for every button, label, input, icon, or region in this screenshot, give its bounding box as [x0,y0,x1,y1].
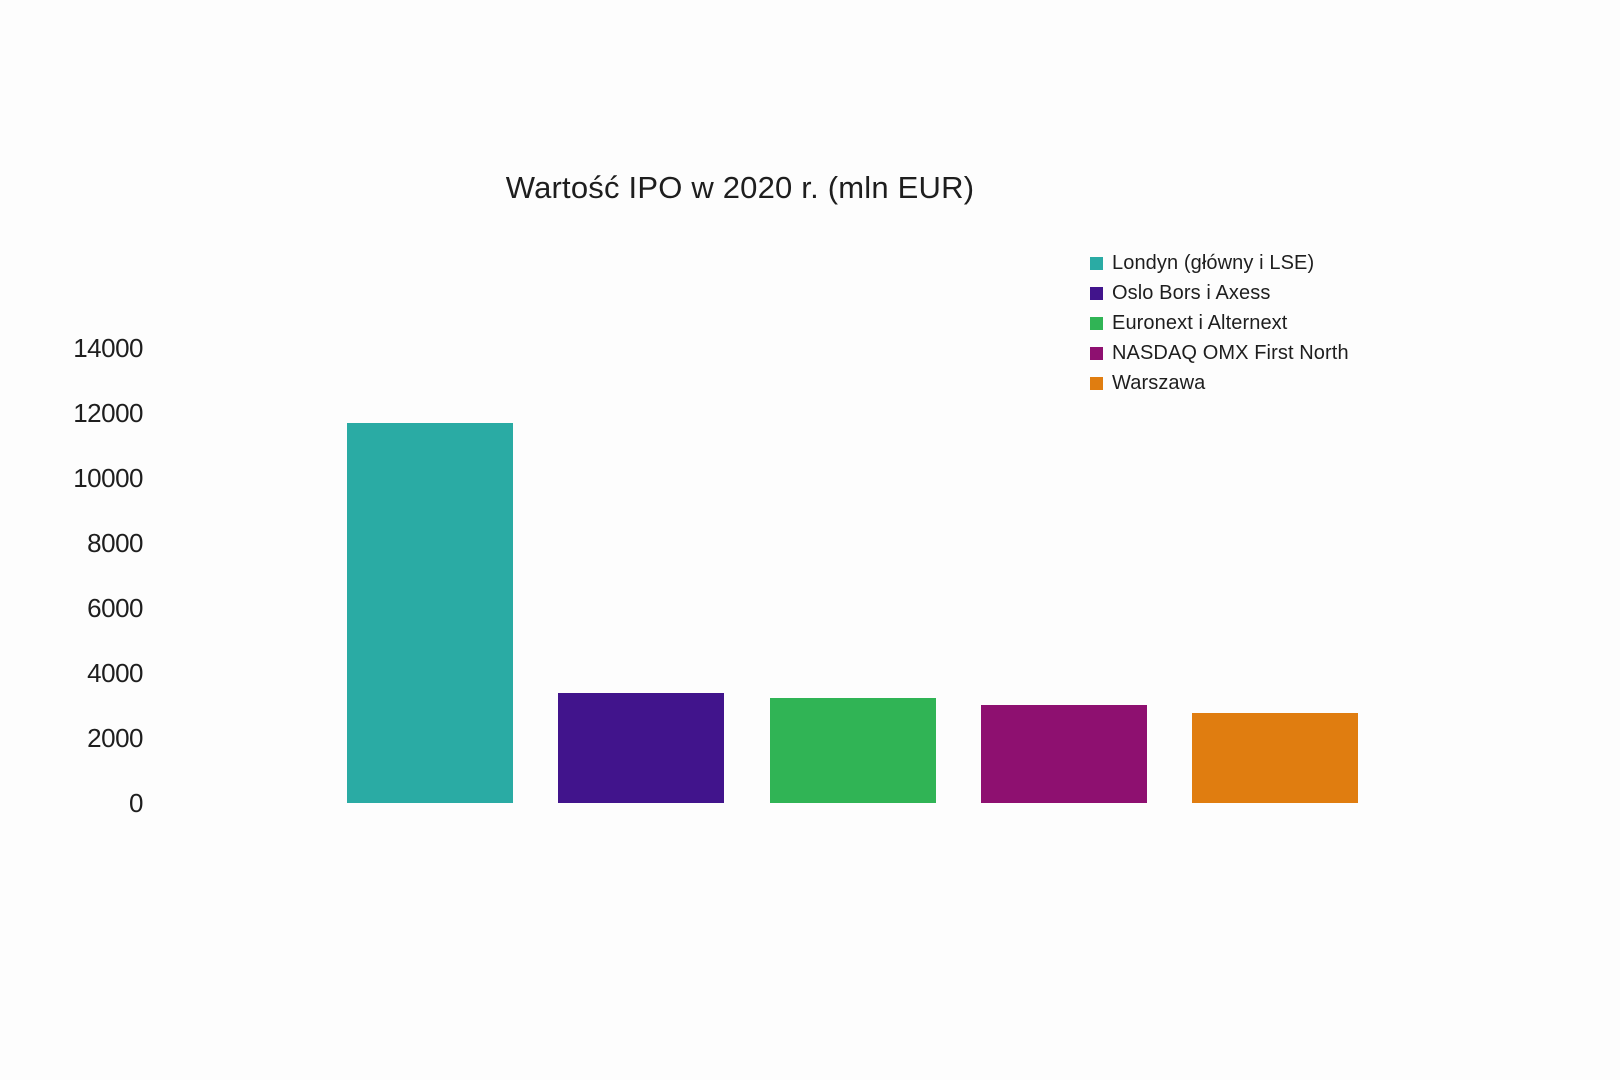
legend-item: Oslo Bors i Axess [1090,278,1349,308]
legend-swatch-icon [1090,256,1103,270]
legend-swatch-icon [1090,376,1103,390]
bar-2 [558,693,725,803]
legend-swatch-icon [1090,316,1103,330]
y-tick-label: 8000 [87,528,143,558]
legend-swatch-icon [1090,286,1103,300]
legend-label: Euronext i Alternext [1112,312,1288,334]
y-tick-label: 10000 [73,463,143,493]
chart-title: Wartość IPO w 2020 r. (mln EUR) [505,170,975,205]
legend-item: Euronext i Alternext [1090,308,1349,338]
legend-label: Londyn (główny i LSE) [1112,252,1315,274]
y-axis: 0 2000 4000 6000 8000 10000 12000 14000 [0,0,143,1080]
bar-3 [769,698,936,803]
bar-5 [1192,712,1358,803]
y-tick-label: 4000 [87,658,143,688]
y-tick-label: 12000 [73,398,143,428]
legend: Londyn (główny i LSE) Oslo Bors i Axess Eu… [1090,248,1349,398]
legend-label: Oslo Bors i Axess [1112,282,1271,304]
legend-item: NASDAQ OMX First North [1090,338,1349,368]
legend-label: NASDAQ OMX First North [1112,342,1349,364]
legend-item: Warszawa [1090,368,1349,398]
y-tick-label: 0 [129,788,143,818]
y-tick-label: 2000 [87,723,143,753]
y-tick-label: 14000 [73,333,143,363]
y-tick-label: 6000 [87,593,143,623]
bar-1 [347,422,513,803]
bar-4 [980,704,1147,803]
legend-label: Warszawa [1112,372,1206,394]
legend-item: Londyn (główny i LSE) [1090,248,1349,278]
legend-swatch-icon [1090,346,1103,360]
